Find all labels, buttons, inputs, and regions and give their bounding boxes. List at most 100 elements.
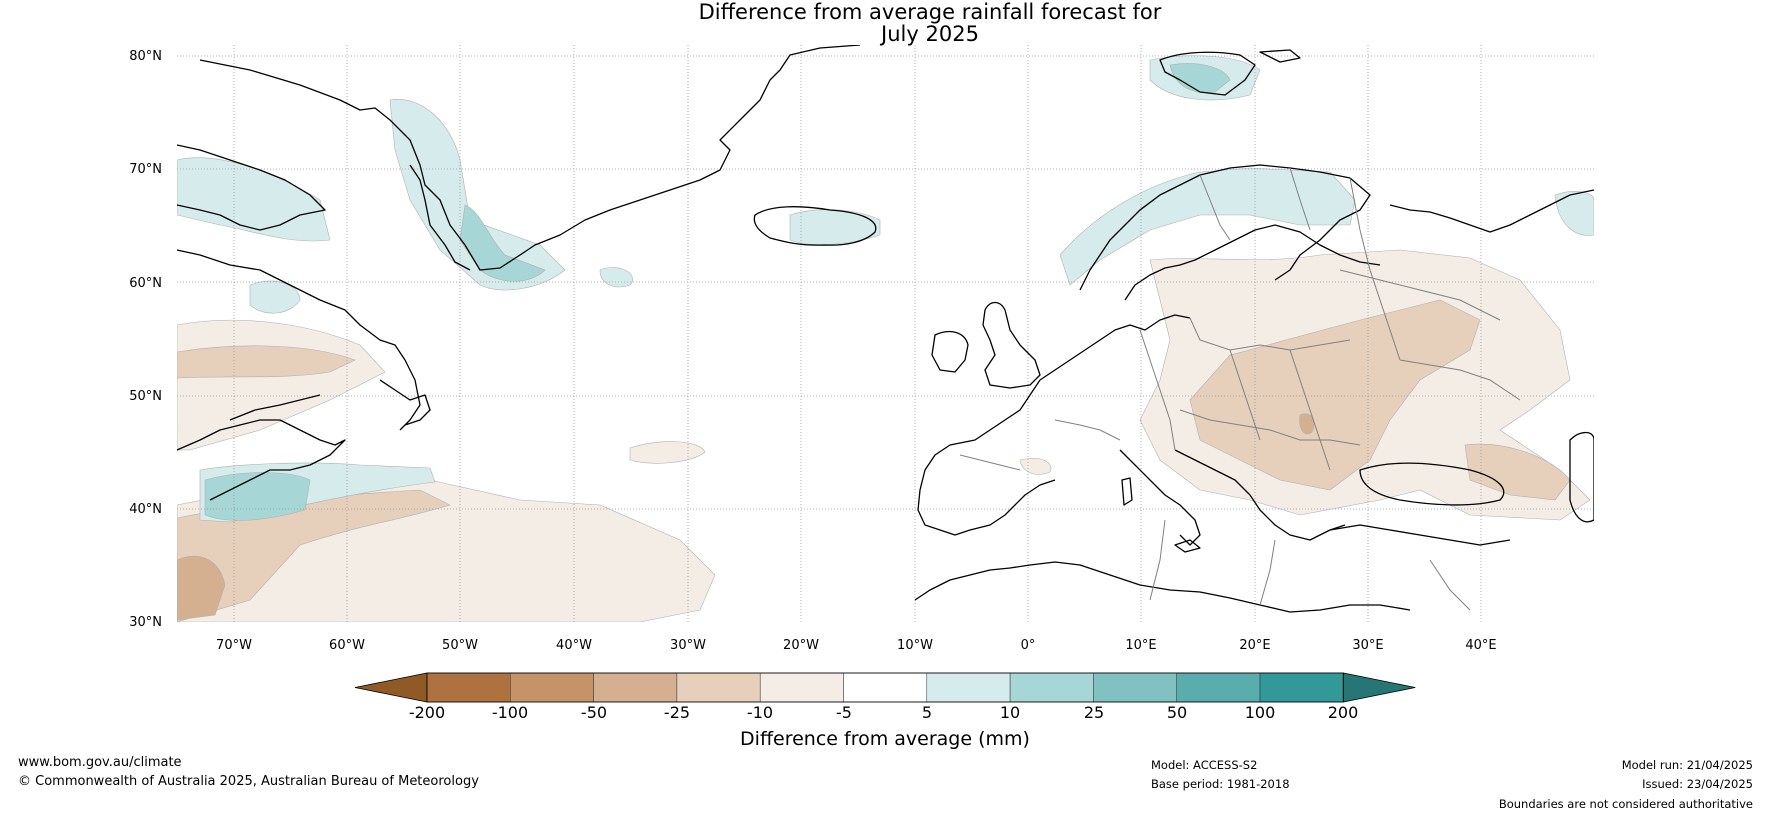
colorbar-tick-labels: -200 -100 -50 -25 -10 -5 5 10 25 50 100 …: [409, 703, 1358, 722]
lon-label: 20°E: [1239, 638, 1270, 653]
footer-model: Model: ACCESS-S2: [1151, 758, 1258, 772]
coastline-balkans: [1174, 449, 1346, 541]
lon-label: 10°W: [897, 638, 933, 653]
coastline-svalbard-east: [1259, 49, 1301, 63]
coastline-turkey: [1329, 524, 1511, 546]
coastline-svalbard: [1159, 51, 1256, 96]
coastline-north-africa: [914, 561, 1411, 613]
coastline-russia-north: [1389, 189, 1594, 233]
colorbar-tick-label: -10: [747, 703, 773, 722]
footer-copyright: © Commonwealth of Australia 2025, Austra…: [18, 774, 479, 789]
colorbar-tick-label: 50: [1167, 703, 1187, 722]
coastline-baffin: [177, 144, 326, 231]
lon-label: 70°W: [216, 638, 252, 653]
wet-anomaly-region: [459, 204, 546, 282]
coastline-italy: [1119, 449, 1201, 546]
lon-label: 60°W: [329, 638, 365, 653]
footer-disclaimer: Boundaries are not considered authoritat…: [1498, 797, 1753, 811]
wet-anomaly-region: [599, 267, 633, 288]
colorbar-swatch: [593, 672, 678, 703]
colorbar-tick-label: -100: [492, 703, 528, 722]
lon-label: 30°E: [1352, 638, 1383, 653]
dry-anomaly-region: [177, 345, 356, 379]
colorbar: -200 -100 -50 -25 -10 -5 5 10 25 50 100 …: [354, 672, 1416, 750]
lat-label: 40°N: [129, 502, 162, 517]
lat-label: 30°N: [129, 615, 162, 630]
wet-anomaly-region: [249, 280, 301, 314]
longitude-labels: 70°W 60°W 50°W 40°W 30°W 20°W 10°W 0° 10…: [216, 638, 1497, 653]
lon-label: 20°W: [783, 638, 819, 653]
lon-label: 30°W: [670, 638, 706, 653]
footer-url[interactable]: www.bom.gov.au/climate: [18, 755, 182, 770]
country-borders: [959, 167, 1521, 611]
footer-issued: Issued: 23/04/2025: [1642, 777, 1753, 791]
colorbar-swatch: [1009, 672, 1094, 703]
coastline-great-britain: [982, 301, 1041, 389]
colorbar-tick-label: 25: [1084, 703, 1104, 722]
wet-anomaly-region: [1554, 191, 1594, 236]
colorbar-tick-label: 100: [1245, 703, 1276, 722]
colorbar-outline: [426, 672, 1344, 703]
wet-anomaly-region: [789, 209, 881, 245]
lon-label: 0°: [1021, 638, 1036, 653]
colorbar-tick-label: -5: [836, 703, 852, 722]
colorbar-swatch: [1176, 672, 1261, 703]
colorbar-title: Difference from average (mm): [740, 728, 1030, 750]
lat-label: 80°N: [129, 49, 162, 64]
colorbar-tick-label: -200: [409, 703, 445, 722]
coastline-greenland-west: [409, 164, 471, 271]
coastline-ireland: [931, 331, 969, 373]
latitude-labels: 80°N 70°N 60°N 50°N 40°N 30°N: [129, 49, 162, 630]
dry-anomaly-region: [1299, 413, 1315, 435]
colorbar-swatch: [510, 672, 594, 703]
coastline-norway: [1079, 164, 1371, 291]
lat-label: 60°N: [129, 276, 162, 291]
map-gridlines: [177, 45, 1594, 622]
lon-label: 40°W: [556, 638, 592, 653]
lat-label: 50°N: [129, 389, 162, 404]
dry-anomaly-region: [1464, 443, 1571, 501]
lon-label: 40°E: [1465, 638, 1496, 653]
coastline-europe-west: [1039, 314, 1191, 381]
coastline-sicily: [1174, 539, 1201, 553]
coastline-sweden: [1124, 224, 1276, 301]
wet-anomaly-region: [204, 472, 311, 521]
coastline-gulf-stlawrence: [229, 394, 321, 421]
coastlines: [177, 45, 1594, 613]
wet-anomaly-region: [177, 157, 331, 242]
footer-model-run: Model run: 21/04/2025: [1621, 758, 1753, 772]
footer-base-period: Base period: 1981-2018: [1151, 777, 1290, 791]
rainfall-anomaly-shading: [177, 55, 1594, 622]
colorbar-extend-low: [354, 672, 428, 703]
wet-anomaly-region: [389, 99, 566, 291]
colorbar-swatch: [1093, 672, 1177, 703]
coastline-france-iberia: [917, 379, 1056, 536]
lon-label: 50°W: [442, 638, 478, 653]
dry-anomaly-region: [177, 555, 226, 621]
colorbar-tick-label: 5: [922, 703, 932, 722]
dry-anomaly-region: [1019, 458, 1052, 475]
coastline-newfoundland: [379, 379, 431, 426]
colorbar-swatch: [926, 672, 1011, 703]
coastline-finland: [1274, 224, 1381, 266]
coastline-labrador: [177, 249, 421, 431]
coastline-black-sea: [1359, 462, 1505, 506]
coastline-sardinia: [1121, 477, 1133, 506]
colorbar-extend-high: [1342, 672, 1416, 703]
coastline-caspian: [1569, 431, 1594, 523]
coastline-iceland: [753, 206, 877, 246]
wet-anomaly-region: [1059, 167, 1356, 286]
lon-label: 10°E: [1125, 638, 1156, 653]
title-line-1: Difference from average rainfall forecas…: [698, 0, 1162, 24]
colorbar-tick-label: 200: [1328, 703, 1359, 722]
colorbar-swatch: [843, 672, 928, 703]
colorbar-swatch: [759, 672, 844, 703]
colorbar-tick-label: 10: [1000, 703, 1020, 722]
dry-anomaly-region: [629, 441, 706, 464]
colorbar-swatch: [676, 672, 761, 703]
coastline-maritimes: [177, 419, 346, 501]
wet-anomaly-region: [1169, 63, 1231, 93]
colorbar-tick-label: -50: [581, 703, 607, 722]
colorbar-swatch: [1259, 672, 1344, 703]
